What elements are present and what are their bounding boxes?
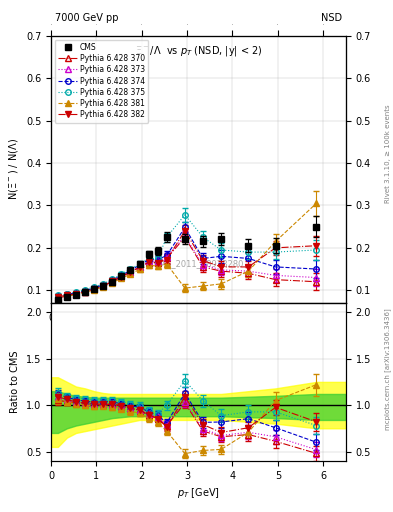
Text: NSD: NSD [321,13,342,23]
Text: CMS_2011_S8978280: CMS_2011_S8978280 [153,259,244,268]
Y-axis label: N($\Xi^-$) / N($\Lambda$): N($\Xi^-$) / N($\Lambda$) [7,138,20,200]
Text: Rivet 3.1.10, ≥ 100k events: Rivet 3.1.10, ≥ 100k events [385,104,391,203]
Text: mcplots.cern.ch [arXiv:1306.3436]: mcplots.cern.ch [arXiv:1306.3436] [384,308,391,430]
Y-axis label: Ratio to CMS: Ratio to CMS [11,351,20,413]
Text: $\Xi^-/\Lambda$  vs $p_T$ (NSD, |y| < 2): $\Xi^-/\Lambda$ vs $p_T$ (NSD, |y| < 2) [135,44,262,58]
X-axis label: $p_T$ [GeV]: $p_T$ [GeV] [177,486,220,500]
Text: 7000 GeV pp: 7000 GeV pp [55,13,119,23]
Legend: CMS, Pythia 6.428 370, Pythia 6.428 373, Pythia 6.428 374, Pythia 6.428 375, Pyt: CMS, Pythia 6.428 370, Pythia 6.428 373,… [55,39,148,122]
